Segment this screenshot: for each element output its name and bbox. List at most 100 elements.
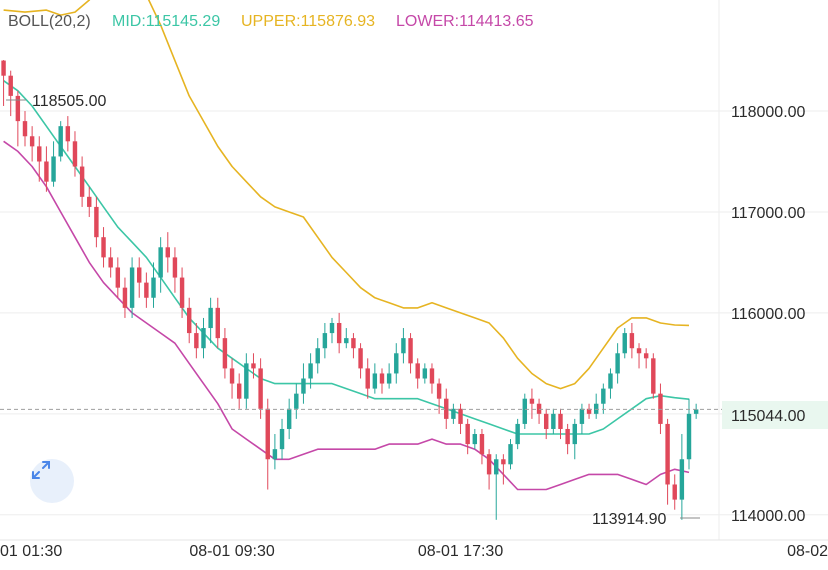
candle	[636, 343, 642, 369]
candle-body	[115, 267, 121, 288]
candle-body	[629, 333, 635, 349]
candle	[8, 70, 13, 117]
candle	[629, 322, 635, 359]
candle	[465, 418, 470, 455]
candle-body	[186, 307, 192, 334]
candle-body	[665, 423, 670, 485]
legend-mid: MID:115145.29	[112, 13, 220, 30]
candle-body	[294, 393, 299, 409]
candle-body	[194, 333, 199, 349]
candle-body	[615, 353, 620, 374]
candle-body	[179, 277, 185, 308]
candle-body	[465, 423, 470, 445]
candle-body	[551, 413, 556, 429]
candle-body	[415, 363, 420, 379]
candle	[693, 403, 699, 419]
candle	[1, 60, 6, 106]
candle	[44, 146, 49, 192]
candle-body	[129, 267, 135, 308]
candle	[394, 343, 399, 384]
candle-body	[94, 206, 99, 238]
candle-body	[308, 363, 313, 379]
candle-body	[236, 383, 242, 399]
candle-body	[265, 408, 270, 460]
candle	[72, 131, 78, 177]
candle	[15, 90, 21, 147]
candle-body	[622, 333, 627, 354]
candle-body	[322, 333, 328, 349]
upper-band-line	[3, 0, 690, 390]
candle	[401, 328, 406, 364]
y-tick-label: 118000.00	[731, 104, 806, 121]
candle	[286, 398, 292, 440]
candle	[679, 434, 685, 520]
candle	[458, 403, 463, 435]
candle-body	[693, 409, 699, 414]
y-tick-label: 116000.00	[731, 306, 806, 323]
candle	[137, 257, 142, 298]
grid	[0, 110, 828, 516]
candle-body	[636, 348, 642, 354]
candle-body	[208, 307, 213, 329]
candle-body	[543, 413, 549, 429]
candle	[258, 358, 263, 419]
candle	[172, 247, 178, 293]
candle	[444, 388, 449, 429]
candle	[158, 237, 163, 293]
candle-body	[565, 428, 570, 445]
candle	[608, 368, 613, 399]
candle-body	[672, 484, 677, 500]
candle-body	[586, 408, 592, 414]
candle	[322, 322, 328, 359]
candle	[165, 232, 171, 273]
candle	[522, 393, 528, 429]
candle-body	[329, 322, 335, 334]
candle	[472, 428, 478, 450]
candle-body	[87, 196, 92, 207]
candle-body	[408, 338, 413, 364]
candle-body	[372, 373, 378, 389]
candle	[308, 353, 313, 389]
candle	[422, 363, 428, 384]
candle-body	[279, 428, 285, 450]
candle-body	[593, 403, 599, 414]
candle-body	[15, 95, 21, 122]
candle-body	[301, 378, 306, 394]
candle	[358, 343, 363, 379]
candle	[101, 227, 106, 268]
candle	[108, 247, 113, 278]
candle-body	[358, 348, 363, 369]
candle-body	[572, 423, 577, 445]
candle	[643, 348, 649, 369]
candle	[494, 454, 499, 520]
candle	[386, 363, 392, 389]
candle	[351, 333, 356, 359]
candle-body	[679, 459, 685, 500]
candle-body	[658, 393, 663, 424]
candle-body	[386, 373, 392, 384]
mid-band-line	[3, 80, 690, 435]
x-tick-label: 08-01 09:30	[189, 543, 275, 560]
expand-chart-button[interactable]	[30, 459, 74, 503]
candle	[229, 358, 235, 399]
candle-body	[229, 368, 235, 384]
candle-body	[72, 141, 78, 167]
candle-body	[486, 454, 492, 475]
candle-body	[158, 247, 163, 278]
candle-body	[65, 126, 71, 142]
candle	[429, 363, 435, 394]
y-tick-label: 117000.00	[731, 205, 806, 222]
candle-body	[201, 328, 206, 349]
candle	[565, 423, 570, 455]
candle-body	[251, 363, 256, 369]
candle	[115, 257, 121, 298]
candle-body	[258, 368, 263, 409]
candle	[279, 418, 285, 460]
candle-body	[536, 403, 542, 414]
candle	[515, 418, 520, 450]
candle-body	[315, 348, 320, 364]
candle-body	[479, 434, 485, 455]
candle-body	[29, 136, 35, 147]
